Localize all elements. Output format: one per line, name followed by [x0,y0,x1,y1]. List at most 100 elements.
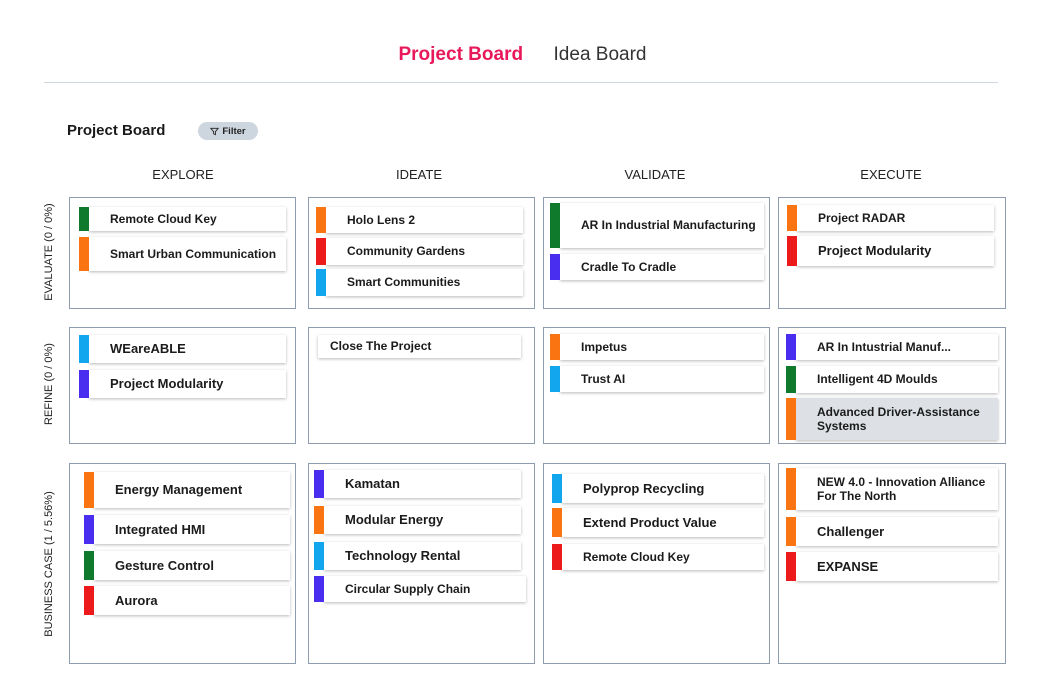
project-card[interactable]: Project Modularity [787,236,994,266]
project-card[interactable]: WEareABLE [79,335,286,363]
project-card[interactable]: Modular Energy [314,506,521,534]
project-card[interactable]: Energy Management [84,472,290,508]
column-header-explore: EXPLORE [152,167,214,182]
project-card[interactable]: Smart Communities [316,269,523,296]
project-card[interactable]: AR In Intustrial Manuf... [786,334,998,360]
filter-label: Filter [222,125,246,137]
project-card[interactable]: Smart Urban Communication [79,237,286,271]
project-card[interactable]: EXPANSE [786,552,998,581]
filter-button[interactable]: Filter [198,122,258,140]
status-color-bar [786,398,796,440]
column-header-execute: EXECUTE [860,167,922,182]
card-label: Intelligent 4D Moulds [817,372,938,387]
card-label: Extend Product Value [583,514,717,530]
status-color-bar [316,269,326,296]
status-color-bar [786,552,796,581]
project-card[interactable]: Project RADAR [787,205,994,231]
card-label: AR In Intustrial Manuf... [817,339,951,354]
card-label: Project RADAR [818,210,906,225]
status-color-bar [787,205,797,231]
status-color-bar [79,335,89,363]
project-card[interactable]: Holo Lens 2 [316,207,523,233]
card-label: Aurora [115,592,158,608]
card-label: Polyprop Recycling [583,480,705,496]
card-label: WEareABLE [110,341,186,357]
row-header-evaluate: EVALUATE (0 / 0%) [43,203,55,301]
status-color-bar [79,370,89,398]
board-tabs: Project Board Idea Board [0,44,1045,66]
project-card[interactable]: Community Gardens [316,238,523,265]
tab-project-board[interactable]: Project Board [398,44,524,65]
card-label: Close The Project [330,339,432,354]
status-color-bar [552,544,562,570]
status-color-bar [787,236,797,266]
project-card[interactable]: Trust AI [550,366,764,392]
project-card[interactable]: Gesture Control [84,551,290,580]
card-label: Energy Management [115,482,243,498]
card-label: Gesture Control [115,557,214,573]
card-label: Community Gardens [347,244,466,259]
card-label: Cradle To Cradle [581,259,677,274]
status-color-bar [84,551,94,580]
page-title: Project Board [67,122,166,139]
card-label: Smart Communities [347,275,461,290]
status-color-bar [786,468,796,510]
project-card[interactable]: Integrated HMI [84,515,290,544]
project-card[interactable]: Aurora [84,586,290,615]
card-label: Holo Lens 2 [347,212,416,227]
project-card[interactable]: Remote Cloud Key [79,207,286,231]
status-color-bar [550,334,560,360]
card-label: Project Modularity [818,243,932,259]
card-label: Integrated HMI [115,521,206,537]
project-card[interactable]: Challenger [786,517,998,546]
status-color-bar [84,586,94,615]
status-color-bar [552,474,562,503]
project-card[interactable]: Polyprop Recycling [552,474,764,503]
status-color-bar [316,207,326,233]
card-label: Smart Urban Communication [110,246,277,261]
project-card[interactable]: AR In Industrial Manufacturing [550,203,764,248]
status-color-bar [550,203,560,248]
column-header-ideate: IDEATE [396,167,442,182]
status-color-bar [786,334,796,360]
status-color-bar [314,542,324,570]
project-card[interactable]: Project Modularity [79,370,286,398]
status-color-bar [550,254,560,280]
project-card[interactable]: Extend Product Value [552,508,764,537]
card-label: Advanced Driver-Assistance Systems [817,404,980,433]
status-color-bar [786,517,796,546]
project-card[interactable]: Advanced Driver-Assistance Systems [786,398,998,440]
status-color-bar [84,472,94,508]
project-card[interactable]: Cradle To Cradle [550,254,764,280]
status-color-bar [550,366,560,392]
card-label: AR In Industrial Manufacturing [581,218,756,233]
row-header-refine: REFINE (0 / 0%) [43,343,55,425]
status-color-bar [314,470,324,498]
project-card[interactable]: Close The Project [318,335,521,358]
card-label: Circular Supply Chain [345,581,471,596]
project-card[interactable]: NEW 4.0 - Innovation Alliance For The No… [786,468,998,510]
project-card[interactable]: Kamatan [314,470,521,498]
card-label: Impetus [581,339,628,354]
card-label: Modular Energy [345,512,444,528]
tab-idea-board[interactable]: Idea Board [553,44,647,65]
status-color-bar [79,237,89,271]
card-label: NEW 4.0 - Innovation Alliance For The No… [817,474,986,503]
project-card[interactable]: Technology Rental [314,542,521,570]
project-card[interactable]: Remote Cloud Key [552,544,764,570]
project-card[interactable]: Circular Supply Chain [314,576,526,602]
card-label: Technology Rental [345,548,461,564]
card-label: Kamatan [345,476,400,492]
card-label: EXPANSE [817,558,879,574]
card-label: Trust AI [581,371,626,386]
status-color-bar [84,515,94,544]
card-label: Remote Cloud Key [110,211,217,226]
column-header-validate: VALIDATE [624,167,686,182]
status-color-bar [314,576,324,602]
tabs-divider [44,82,998,83]
status-color-bar [79,207,89,231]
project-card[interactable]: Intelligent 4D Moulds [786,366,998,393]
card-label: Project Modularity [110,376,224,392]
project-card[interactable]: Impetus [550,334,764,360]
card-label: Remote Cloud Key [583,549,690,564]
